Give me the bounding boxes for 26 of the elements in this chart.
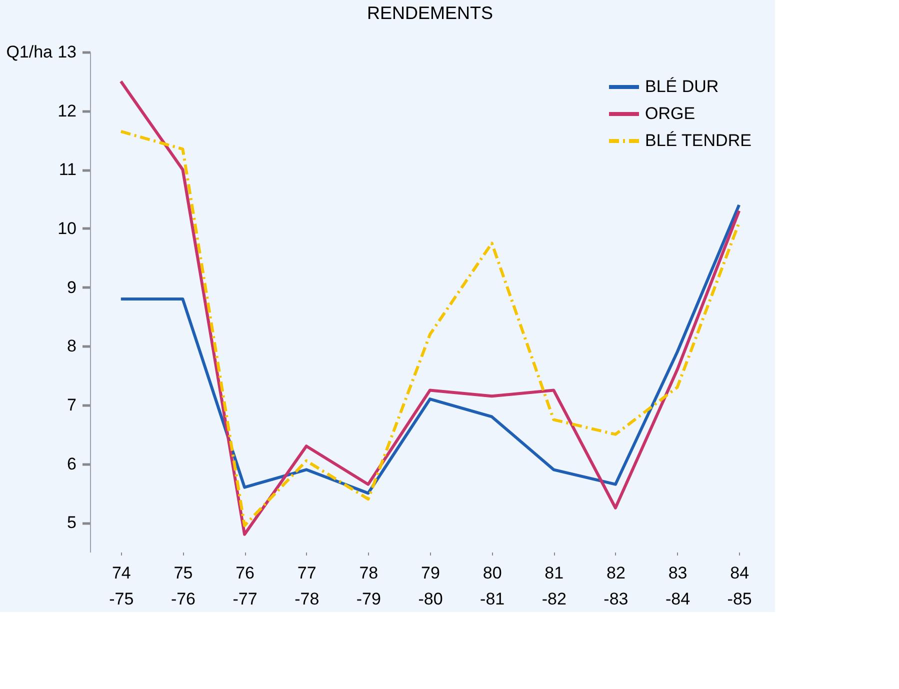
- x-tick-label: 74 -75: [109, 564, 134, 608]
- x-tick-label: 75 -76: [170, 564, 196, 608]
- x-tick-label: 78 -79: [356, 564, 381, 608]
- x-tick-label: 83 -84: [665, 564, 690, 608]
- y-axis-title: Q1/ha: [6, 42, 54, 62]
- y-tick-label: 7: [67, 395, 76, 414]
- legend-label: BLÉ DUR: [645, 77, 719, 96]
- y-tick-label: 9: [67, 278, 76, 297]
- y-tick-label: 13: [58, 42, 76, 62]
- y-tick-label: 8: [67, 336, 76, 356]
- y-tick-label: 11: [58, 160, 76, 180]
- x-tick-label: 81 -82: [542, 564, 566, 608]
- x-tick-label: 79 -80: [418, 564, 443, 608]
- y-tick-label: 10: [58, 218, 76, 238]
- y-tick-label: 6: [67, 454, 76, 474]
- x-tick-label: 77 -78: [294, 564, 320, 608]
- x-tick-label: 84 -85: [727, 564, 752, 608]
- x-tick-label: 80 -81: [480, 564, 505, 608]
- y-tick-label: 12: [58, 101, 76, 120]
- line-series: [119, 203, 741, 495]
- legend-label: BLÉ TENDRE: [645, 131, 752, 150]
- x-tick-label: 76 -77: [232, 564, 258, 608]
- x-tick-label: 82 -83: [604, 564, 628, 608]
- y-tick-label: 5: [67, 513, 76, 532]
- chart-title: RENDEMENTS: [366, 3, 494, 23]
- legend-label: ORGE: [645, 104, 696, 123]
